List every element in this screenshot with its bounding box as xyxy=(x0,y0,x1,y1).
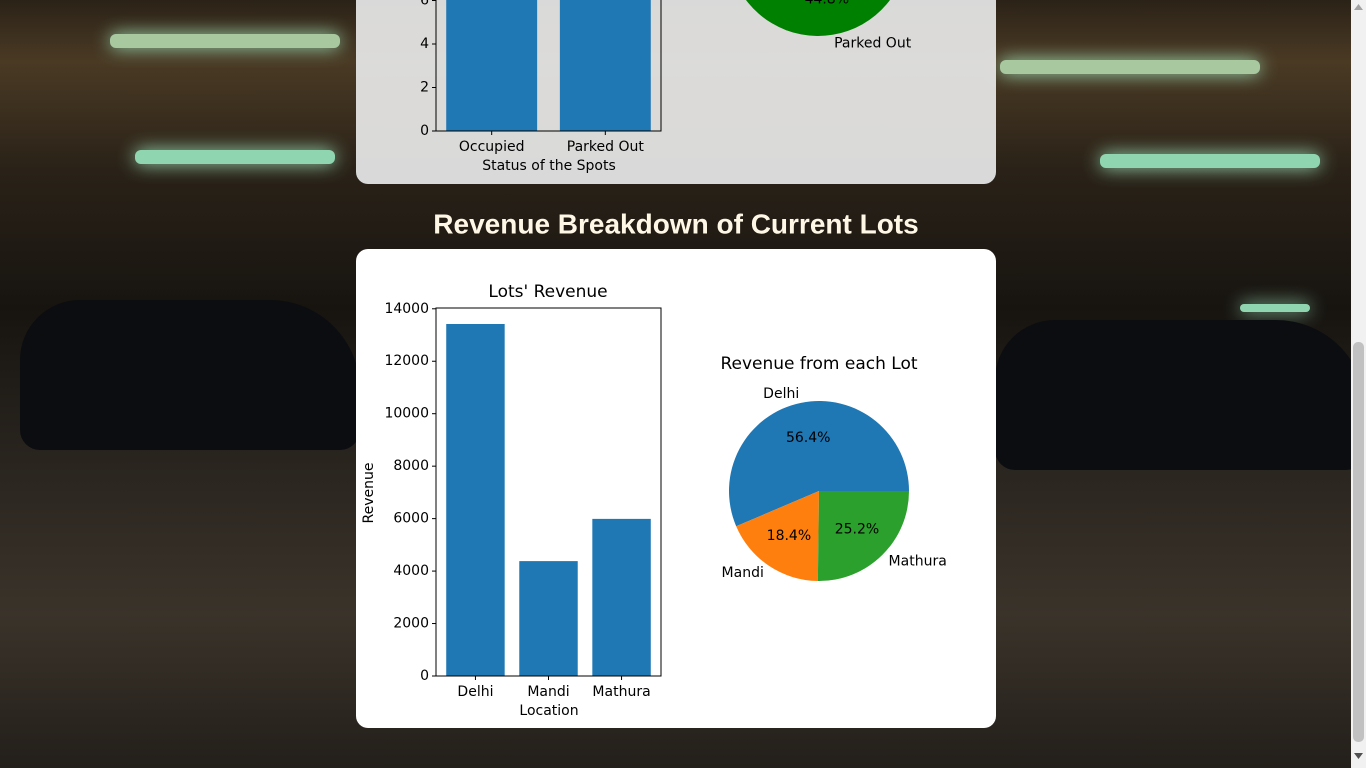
y-tick-label: 6 xyxy=(420,0,429,9)
bar xyxy=(559,0,651,131)
x-tick-label: Parked Out xyxy=(567,139,645,155)
y-tick-label: 10000 xyxy=(384,406,429,422)
axes-frame xyxy=(435,307,662,677)
pie-label: Mathura xyxy=(889,553,947,569)
ceiling-light xyxy=(1000,60,1260,74)
y-tick-label: 12000 xyxy=(384,353,429,369)
y-tick-label: 4000 xyxy=(393,563,429,579)
ceiling-light xyxy=(1240,304,1310,312)
axes-frame xyxy=(435,0,662,132)
y-tick-label: 0 xyxy=(420,668,429,684)
x-tick-label: Occupied xyxy=(459,139,525,155)
x-tick-label: Delhi xyxy=(457,684,493,700)
section-title: Revenue Breakdown of Current Lots xyxy=(433,208,918,239)
y-tick-label: 2000 xyxy=(393,616,429,632)
pie-label: Delhi xyxy=(763,386,799,402)
scroll-up-arrow[interactable] xyxy=(1354,4,1363,10)
pie-slice xyxy=(729,401,909,527)
chart-title: Revenue from each Lot xyxy=(720,354,917,374)
pie-slice xyxy=(817,491,909,581)
y-tick-label: 2 xyxy=(420,80,429,96)
y-tick-label: 8000 xyxy=(393,458,429,474)
x-tick-label: Mandi xyxy=(527,684,569,700)
bar xyxy=(446,0,538,131)
pie-percent: 56.4% xyxy=(786,430,830,446)
y-tick-label: 4 xyxy=(420,36,429,52)
y-tick-label: 6000 xyxy=(393,511,429,527)
x-axis-label: Location xyxy=(519,703,578,719)
pie-label: Parked Out xyxy=(834,36,912,52)
y-tick-label: 14000 xyxy=(384,301,429,317)
pie-slice xyxy=(746,0,890,36)
ceiling-light xyxy=(110,34,340,48)
x-tick-label: Mathura xyxy=(592,684,650,700)
parked-car xyxy=(995,320,1366,470)
bar xyxy=(592,518,651,676)
pie-percent: 18.4% xyxy=(767,528,811,544)
parked-car xyxy=(20,300,360,450)
pie-percent: 25.2% xyxy=(835,521,879,537)
y-tick-label: 0 xyxy=(420,123,429,139)
pie-percent: 44.8% xyxy=(805,0,849,7)
scroll-down-arrow[interactable] xyxy=(1354,753,1363,759)
ceiling-light xyxy=(1100,154,1320,168)
x-axis-label: Status of the Spots xyxy=(482,158,616,174)
pie-slice xyxy=(736,491,819,581)
ceiling-light xyxy=(135,150,335,164)
scrollbar-thumb[interactable] xyxy=(1353,342,1364,742)
y-axis-label: Revenue xyxy=(361,463,377,524)
bar xyxy=(519,561,578,676)
bar xyxy=(446,324,505,676)
chart-title: Lots' Revenue xyxy=(488,282,607,302)
pie-label: Mandi xyxy=(722,565,764,581)
revenue-panel xyxy=(356,249,996,728)
